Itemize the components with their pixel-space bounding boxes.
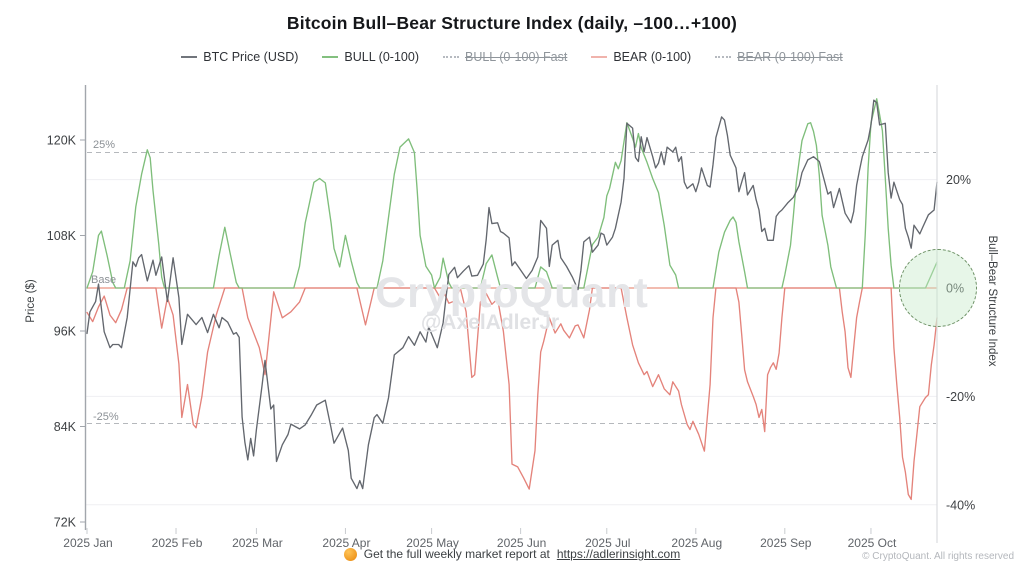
copyright-notice: © CryptoQuant. All rights reserved	[862, 551, 1014, 562]
chart-title: Bitcoin Bull–Bear Structure Index (daily…	[286, 13, 738, 33]
legend-item-0[interactable]: BTC Price (USD)	[181, 50, 298, 64]
footer: Get the full weekly market report at htt…	[0, 547, 1024, 561]
x-axis-tick-label: 2025 Aug	[671, 536, 722, 550]
legend-item-label: BEAR (0-100)	[613, 50, 692, 64]
left-axis-tick-label: 96K	[54, 325, 77, 339]
right-axis-tick-label: 20%	[946, 173, 971, 187]
current-value-highlight-circle	[899, 249, 977, 327]
legend-item-label: BULL (0-100) Fast	[464, 50, 568, 64]
x-axis-tick-label: 2025 Jun	[497, 536, 546, 550]
legend-item-label: BULL (0-100)	[344, 50, 419, 64]
legend: BTC Price (USD) BULL (0-100) BULL (0-100) …	[0, 50, 1024, 64]
legend-item-label: BTC Price (USD)	[203, 50, 299, 64]
x-axis-tick-label: 2025 Feb	[152, 536, 203, 550]
footer-report-link[interactable]: https://adlerinsight.com	[556, 547, 681, 561]
x-axis-tick-label: 2025 Sep	[760, 536, 812, 550]
left-axis-tick-label: 84K	[54, 420, 77, 434]
bull-line	[86, 98, 938, 289]
line-swatch-icon	[591, 56, 608, 58]
line-swatch-icon	[322, 56, 339, 58]
btc-price-line	[86, 99, 938, 490]
legend-item-label: BEAR (0-100) Fast	[737, 50, 843, 64]
reference-label-lower: -25%	[93, 411, 119, 423]
x-axis-tick-label: 2025 Apr	[322, 536, 370, 550]
line-swatch-icon	[181, 56, 198, 58]
x-axis-tick-label: 2025 Jan	[63, 536, 112, 550]
footer-report-text: Get the full weekly market report at	[363, 547, 550, 561]
left-axis-tick-label: 120K	[47, 134, 77, 148]
left-axis-tick-label: 108K	[47, 229, 77, 243]
right-axis-tick-label: -40%	[946, 498, 975, 512]
left-axis-title: Price ($)	[25, 279, 37, 323]
legend-item-4[interactable]: BEAR (0-100) Fast	[715, 50, 843, 64]
x-axis-tick-label: 2025 Mar	[232, 536, 283, 550]
dotted-line-swatch-icon	[715, 56, 732, 58]
reference-label-upper: 25%	[93, 139, 116, 151]
legend-item-2[interactable]: BULL (0-100) Fast	[442, 50, 568, 64]
legend-item-1[interactable]: BULL (0-100)	[322, 50, 419, 64]
x-axis-tick-label: 2025 May	[406, 536, 459, 550]
x-axis-tick-label: 2025 Jul	[585, 536, 630, 550]
reference-label-base: Base	[91, 274, 117, 286]
bear-line	[86, 287, 938, 501]
legend-item-3[interactable]: BEAR (0-100)	[591, 50, 691, 64]
left-axis-tick-label: 72K	[54, 516, 77, 530]
right-axis-tick-label: -20%	[946, 390, 975, 404]
orange-circle-icon	[343, 547, 357, 561]
right-axis-title: Bull–Bear Structure Index	[986, 235, 998, 367]
x-axis-tick-label: 2025 Oct	[848, 536, 897, 550]
dotted-line-swatch-icon	[442, 56, 459, 58]
